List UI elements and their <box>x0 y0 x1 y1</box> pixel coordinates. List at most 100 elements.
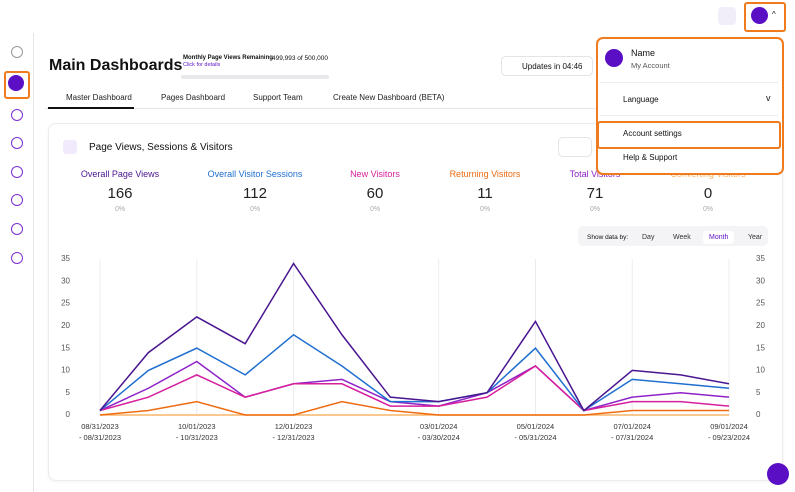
stat-change: 0% <box>114 206 126 213</box>
y-tick-label: 25 <box>61 299 70 308</box>
nav-icon[interactable] <box>11 109 23 121</box>
series-line <box>99 400 729 416</box>
stat-label: New Visitors <box>350 169 400 179</box>
x-tick-label: 08/31/2023 - 08/31/2023 <box>78 422 122 442</box>
y-tick-label: 35 <box>61 254 70 263</box>
range-option[interactable]: Day <box>642 234 655 241</box>
x-tick-label: 07/01/2024 - 07/31/2024 <box>611 422 654 442</box>
series-line <box>99 262 730 412</box>
menu-avatar <box>605 49 623 67</box>
quota-label: Monthly Page Views Remaining <box>183 55 273 61</box>
card-title: Page Views, Sessions & Visitors <box>89 142 233 153</box>
sidebar <box>0 33 34 492</box>
stat-value: 60 <box>366 185 384 202</box>
y2-tick-label: 25 <box>756 299 765 308</box>
stat-change: 0% <box>479 206 491 213</box>
y-tick-label: 30 <box>61 276 70 285</box>
stat-label: Overall Page Views <box>80 169 160 179</box>
divider <box>600 115 778 116</box>
series-line <box>99 333 730 412</box>
stat-change: 0% <box>249 206 261 213</box>
stat-label: Total Visitors <box>569 169 621 179</box>
stat: Total Visitors 71 0% <box>535 169 655 213</box>
range-option[interactable]: Year <box>748 234 763 241</box>
quota-bar <box>181 75 329 79</box>
chevron: v <box>766 93 771 103</box>
stat: Converting Visitors00% <box>648 169 768 213</box>
divider <box>600 82 778 83</box>
y2-tick-label: 30 <box>756 276 765 285</box>
y-tick-label: 15 <box>61 343 70 352</box>
y-tick-label: 0 <box>66 410 71 418</box>
divider <box>45 108 782 109</box>
highlight <box>744 2 786 32</box>
stat-value: 0 <box>703 185 713 202</box>
menu-item[interactable]: Account settings <box>623 129 682 138</box>
y2-tick-label: 15 <box>756 343 765 352</box>
y2-tick-label: 5 <box>756 388 761 397</box>
tab[interactable]: Create New Dashboard (BETA) <box>333 93 445 102</box>
stat-label: Overall Visitor Sessions <box>207 169 303 179</box>
y-tick-label: 20 <box>61 321 70 330</box>
stat: Returning Visitors 11 0% <box>425 169 545 213</box>
stat: Overall Visitor Sessions 112 0% <box>195 169 315 213</box>
tab-underline <box>48 107 134 109</box>
stat-value: 166 <box>107 185 133 202</box>
range-label: Show data by: <box>587 234 629 241</box>
highlight <box>4 71 30 99</box>
highlight <box>597 121 781 149</box>
menu-subtitle: My Account <box>631 61 670 70</box>
avatar-button[interactable] <box>751 7 768 24</box>
stat-label: Returning Visitors <box>449 169 521 179</box>
nav-icon[interactable] <box>11 252 23 264</box>
y2-tick-label: 20 <box>756 321 765 330</box>
y-tick-label: 5 <box>66 388 71 397</box>
updates-button[interactable]: Updates in 04:46 <box>501 56 593 76</box>
stat-value: 11 <box>477 185 493 202</box>
x-tick-label: 09/01/2024 - 09/23/2024 <box>707 422 751 442</box>
account-menu <box>596 37 784 175</box>
stat-value: 71 <box>586 185 604 202</box>
stat-change: 0% <box>369 206 381 213</box>
nav-icon[interactable] <box>11 166 23 178</box>
menu-item[interactable]: Help & Support <box>623 153 678 162</box>
stat: Overall Page Views 166 0% <box>60 169 180 213</box>
tab[interactable]: Pages Dashboard <box>161 93 226 102</box>
x-tick-label: 03/01/2024 - 03/30/2024 <box>417 422 460 442</box>
x-tick-label: 10/01/2023 - 10/31/2023 <box>175 422 218 442</box>
range-option[interactable]: Month <box>703 231 735 244</box>
nav-icon[interactable] <box>11 194 23 206</box>
nav-icon[interactable] <box>11 46 23 58</box>
chart: 0 0 5 5 10 10 15 15 20 20 25 25 30 30 35 35 <box>61 254 765 418</box>
external-link-button[interactable] <box>718 7 736 25</box>
card-icon <box>63 140 77 154</box>
y2-tick-label: 35 <box>756 254 765 263</box>
quota-link[interactable]: Click for details <box>183 62 221 68</box>
chat-button[interactable] <box>767 463 789 485</box>
y-tick-label: 10 <box>61 366 70 375</box>
tab[interactable]: Support Team <box>253 93 303 102</box>
stat: New Visitors 60 0% <box>315 169 435 213</box>
tab[interactable]: Master Dashboard <box>66 93 132 102</box>
stat-change: 0% <box>702 206 714 213</box>
stat-value: 112 <box>243 185 267 202</box>
nav-icon-active[interactable] <box>8 75 24 91</box>
series-line <box>99 365 730 412</box>
x-tick-label: 12/01/2023 - 12/31/2023 <box>272 422 315 442</box>
range-option[interactable]: Week <box>673 234 691 241</box>
series-line <box>99 360 730 412</box>
chevron: ^ <box>772 10 776 19</box>
y2-tick-label: 0 <box>756 410 761 418</box>
x-tick-label: 05/01/2024 - 05/31/2024 <box>514 422 557 442</box>
page-title: Main Dashboards <box>49 57 183 74</box>
nav-icon[interactable] <box>11 223 23 235</box>
share-button[interactable] <box>558 137 592 157</box>
chart-card <box>48 123 783 481</box>
nav-icon[interactable] <box>11 137 23 149</box>
y2-tick-label: 10 <box>756 366 765 375</box>
menu-item[interactable]: Language <box>623 95 659 104</box>
top-bar <box>0 0 795 34</box>
menu-name: Name <box>631 48 656 58</box>
quota-value: 499,993 of 500,000 <box>272 55 329 62</box>
